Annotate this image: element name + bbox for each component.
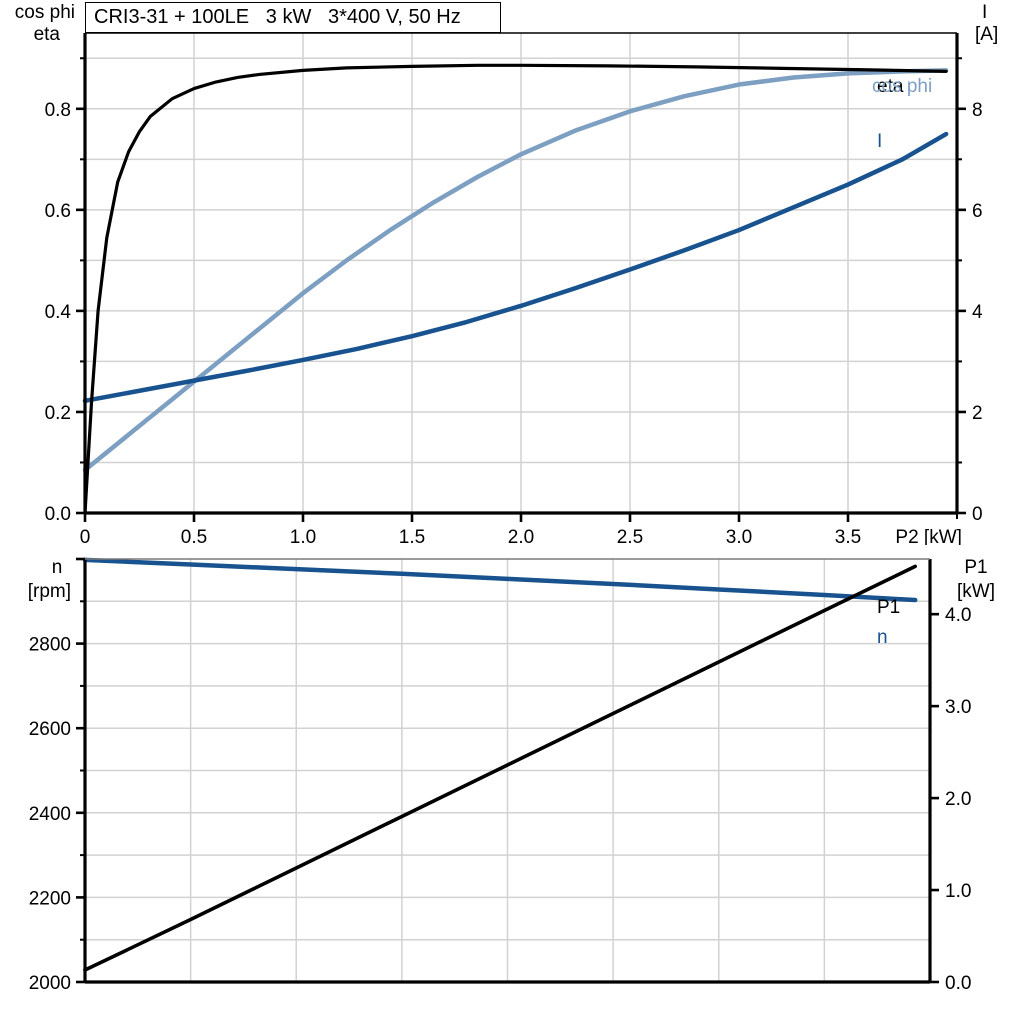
top-x-tick-label: 1.5	[399, 527, 425, 545]
bottom-left-tick-label: 2800	[29, 635, 71, 656]
top-left-tick-label: 0.2	[45, 403, 71, 424]
bottom-left-tick-label: 2000	[29, 973, 71, 994]
top-x-tick-label: 2.5	[617, 527, 643, 545]
top-x-tick-label: 0.5	[181, 527, 207, 545]
top-x-axis-title: P2 [kW]	[895, 527, 962, 545]
top-x-tick-label: 3.0	[726, 527, 752, 545]
bottom-right-tick-label: 0.0	[945, 973, 971, 994]
top-left-tick-label: 0.0	[45, 504, 71, 525]
top-left-tick-label: 0.6	[45, 201, 71, 222]
bottom-right-tick-label: 2.0	[945, 789, 971, 810]
bottom-right-axis-title-kw: [kW]	[957, 581, 995, 602]
top-performance-chart: 0.0 0.2 0.4 0.6 0.8 0 2 4 6 8 0 0.5 1.0 1.5 2.0 2.5 3.0 3…	[15, 2, 998, 545]
top-right-tick-label: 4	[972, 302, 983, 323]
top-right-axis-title-current: I	[982, 2, 987, 23]
bottom-right-tick-label: 4.0	[945, 605, 971, 626]
top-left-tick-label: 0.8	[45, 100, 71, 121]
top-x-tick-label: 1.0	[290, 527, 316, 545]
top-right-tick-label: 8	[972, 100, 983, 121]
bottom-left-axis-title-rpm: [rpm]	[28, 581, 71, 602]
top-right-tick-label: 0	[972, 504, 983, 525]
bottom-left-tick-label: 2200	[29, 888, 71, 909]
bottom-performance-chart: 2000 2200 2400 2600 2800 0.0 1.0 2.0 3.0 4.0 n [rpm…	[28, 557, 995, 994]
top-x-tick-label: 0	[80, 527, 91, 545]
curve-label-current: I	[877, 131, 882, 152]
top-left-axis-title-eta: eta	[34, 24, 61, 45]
top-left-axis-title-cos-phi: cos phi	[15, 2, 75, 23]
curve-label-eta: eta	[877, 76, 904, 97]
bottom-right-tick-label: 1.0	[945, 881, 971, 902]
top-right-tick-label: 6	[972, 201, 983, 222]
bottom-left-axis-title-speed: n	[52, 557, 63, 578]
bottom-left-tick-label: 2600	[29, 719, 71, 740]
curve-label-p1: P1	[877, 597, 900, 618]
bottom-right-axis-title-p1: P1	[964, 557, 987, 578]
chart-title-box: CRI3-31 + 100LE 3 kW 3*400 V, 50 Hz	[85, 2, 501, 33]
curve-label-cos-phi: cos phi	[872, 76, 932, 97]
top-right-tick-label: 2	[972, 403, 983, 424]
curve-label-speed: n	[877, 627, 888, 648]
bottom-right-tick-label: 3.0	[945, 697, 971, 718]
bottom-left-tick-label: 2400	[29, 804, 71, 825]
chart-title-text: CRI3-31 + 100LE 3 kW 3*400 V, 50 Hz	[94, 6, 461, 28]
top-right-axis-title-amps: [A]	[975, 24, 998, 45]
top-left-tick-label: 0.4	[45, 302, 72, 323]
top-x-tick-label: 2.0	[508, 527, 534, 545]
top-x-tick-label: 3.5	[835, 527, 861, 545]
